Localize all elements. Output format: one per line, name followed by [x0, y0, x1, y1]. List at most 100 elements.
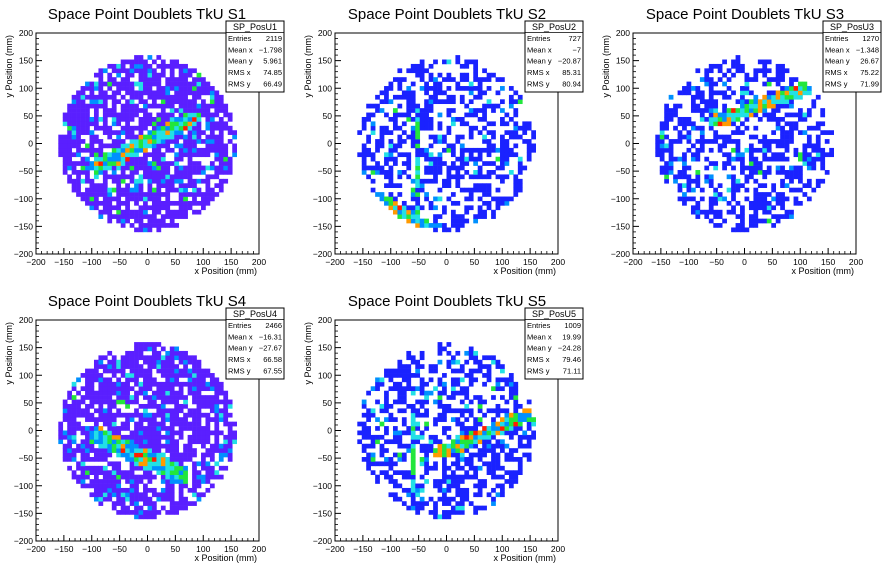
heatmap-cell	[482, 174, 487, 180]
heatmap-cell	[192, 99, 197, 105]
heatmap-cell	[446, 94, 452, 100]
heatmap-cell	[406, 474, 412, 480]
heatmap-cell	[89, 161, 95, 166]
heatmap-cell	[455, 501, 461, 506]
heatmap-cell	[147, 510, 153, 515]
heatmap-cell	[71, 381, 77, 387]
heatmap-cell	[187, 108, 193, 113]
heatmap-cell	[67, 443, 72, 449]
heatmap-cell	[71, 165, 77, 171]
heatmap-cell	[428, 108, 434, 113]
heatmap-cell	[169, 218, 175, 224]
heatmap-cell	[415, 386, 421, 392]
heatmap-cell	[98, 457, 104, 462]
heatmap-cell	[459, 430, 465, 436]
heatmap-cell	[713, 112, 719, 118]
heatmap-cell	[459, 121, 465, 127]
heatmap-cell	[744, 147, 750, 153]
heatmap-cell	[464, 492, 470, 498]
heatmap-cell	[205, 421, 211, 427]
heatmap-cell	[708, 77, 714, 82]
heatmap-cell	[125, 183, 130, 188]
heatmap-cell	[102, 121, 108, 127]
heatmap-cell	[107, 196, 113, 202]
heatmap-cell	[143, 434, 148, 440]
heatmap-cell	[196, 94, 202, 100]
heatmap-cell	[192, 408, 197, 414]
heatmap-cell	[93, 373, 99, 378]
heatmap-cell	[433, 99, 438, 105]
heatmap-cell	[513, 430, 519, 436]
heatmap-cell	[93, 364, 99, 369]
x-tick-label: 0	[145, 257, 150, 267]
heatmap-cell	[183, 205, 188, 211]
heatmap-cell	[116, 443, 122, 449]
heatmap-cell	[138, 165, 144, 171]
heatmap-cell	[455, 170, 461, 175]
heatmap-cell	[120, 452, 126, 458]
heatmap-cell	[178, 68, 184, 74]
heatmap-cell	[442, 452, 447, 458]
heatmap-cell	[775, 121, 781, 127]
heatmap-cell	[93, 359, 99, 365]
heatmap-cell	[477, 130, 483, 135]
heatmap-cell	[192, 386, 197, 392]
heatmap-cell	[442, 381, 447, 387]
heatmap-cell	[116, 395, 122, 400]
heatmap-cell	[98, 487, 104, 493]
heatmap-cell	[789, 99, 794, 105]
heatmap-cell	[504, 130, 510, 135]
heatmap-cell	[433, 421, 438, 427]
heatmap-cell	[102, 108, 108, 113]
heatmap-cell	[495, 426, 501, 431]
heatmap-cell	[151, 434, 157, 440]
heatmap-cell	[486, 461, 492, 467]
heatmap-cell	[504, 412, 510, 418]
heatmap-cell	[668, 139, 674, 144]
heatmap-cell	[437, 381, 443, 387]
heatmap-cell	[183, 116, 188, 122]
heatmap-cell	[125, 214, 130, 219]
heatmap-cell	[806, 143, 812, 149]
heatmap-cell	[111, 130, 117, 135]
stats-label: Entries	[825, 34, 849, 43]
heatmap-cell	[695, 170, 701, 175]
heatmap-cell	[722, 94, 727, 100]
heatmap-cell	[397, 439, 403, 445]
heatmap-cell	[482, 355, 487, 361]
heatmap-cell	[93, 86, 99, 91]
heatmap-cell	[102, 452, 108, 458]
heatmap-cell	[98, 94, 104, 100]
heatmap-cell	[187, 99, 193, 105]
heatmap-cell	[205, 139, 211, 144]
heatmap-cell	[129, 412, 135, 418]
heatmap-cell	[111, 474, 117, 480]
heatmap-cell	[147, 461, 153, 467]
heatmap-cell	[726, 209, 732, 215]
heatmap-cell	[419, 430, 425, 436]
heatmap-cell	[384, 125, 389, 131]
heatmap-cell	[798, 90, 803, 96]
heatmap-cell	[757, 170, 763, 175]
heatmap-cell	[690, 125, 696, 131]
heatmap-cell	[664, 103, 669, 109]
heatmap-cell	[156, 359, 162, 365]
heatmap-cell	[442, 223, 447, 228]
heatmap-cell	[437, 196, 443, 202]
heatmap-cell	[227, 452, 233, 458]
heatmap-cell	[174, 99, 180, 105]
x-axis-label: x Position (mm)	[194, 553, 257, 563]
y-tick-label: 200	[616, 28, 630, 38]
heatmap-cell	[187, 359, 193, 365]
heatmap-cell	[704, 156, 710, 162]
heatmap-cell	[223, 103, 229, 109]
heatmap-cell	[138, 457, 144, 462]
panel-1: Space Point Doublets TkU S1−200 −150 −100−…	[4, 6, 285, 276]
heatmap-cell	[517, 465, 523, 471]
heatmap-cell	[811, 161, 817, 166]
heatmap-cell	[93, 408, 99, 414]
heatmap-cell	[192, 452, 197, 458]
heatmap-cell	[735, 156, 741, 162]
heatmap-cell	[375, 94, 380, 100]
heatmap-cell	[102, 205, 108, 211]
